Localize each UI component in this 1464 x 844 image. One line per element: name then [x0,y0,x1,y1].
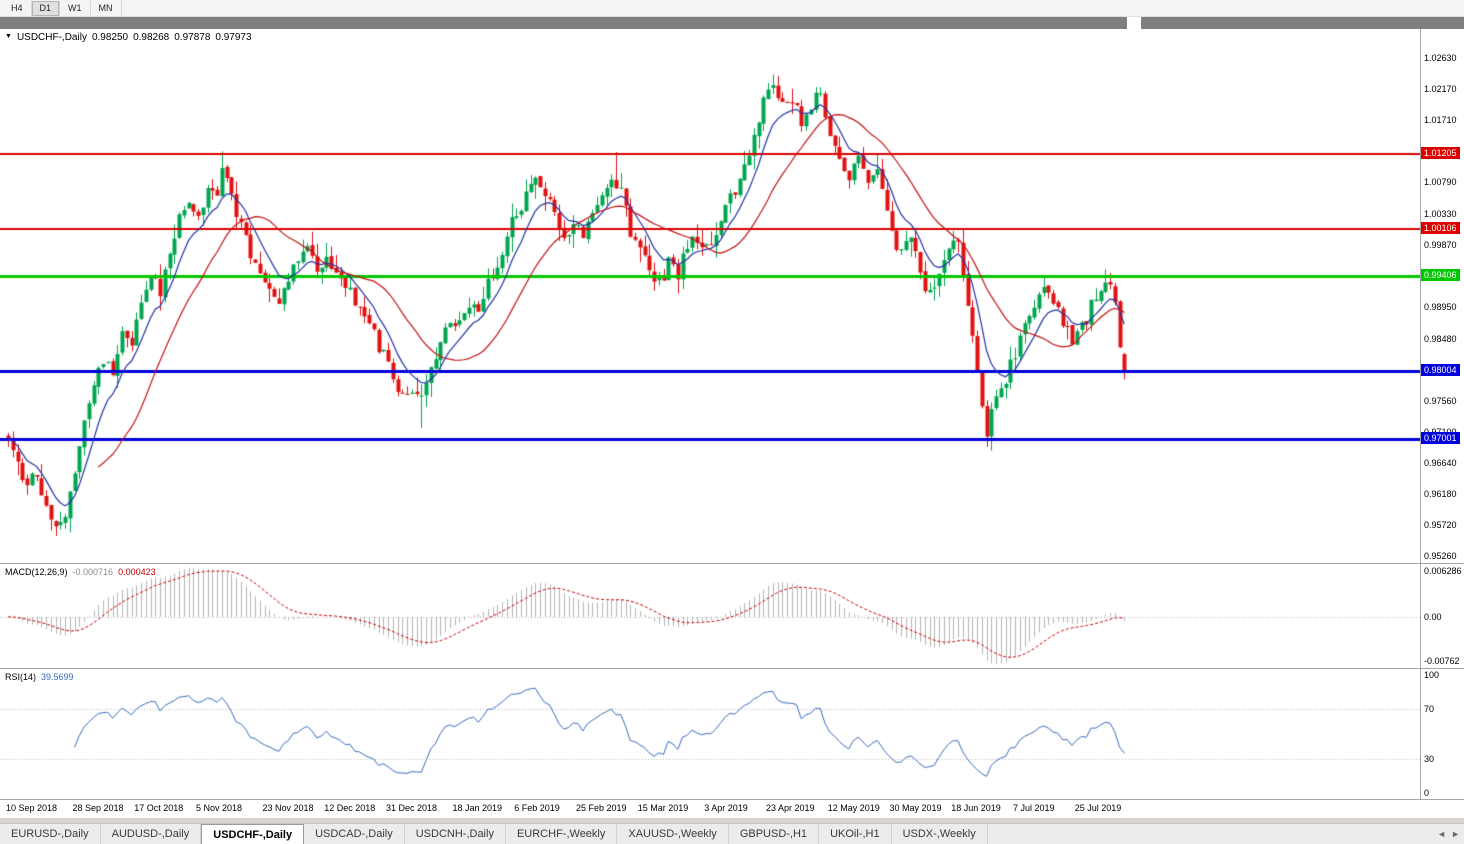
macd-axis-label: -0.00762 [1424,656,1460,666]
rsi-indicator-canvas[interactable] [0,669,1420,799]
price-level-badge[interactable]: 0.98004 [1421,363,1460,376]
time-axis-label: 3 Apr 2019 [704,803,748,813]
panel-divider-price-macd[interactable] [0,563,1464,564]
chart-window: ▼ USDCHF-,Daily 0.98250 0.98268 0.97878 … [0,29,1464,818]
time-axis-label: 12 May 2019 [827,803,880,813]
chart-menu-icon[interactable]: ▼ [5,33,12,40]
chart-tab-bar: EURUSD-,Daily AUDUSD-,Daily USDCHF-,Daily U… [0,823,1464,844]
macd-axis-label: 0.00 [1424,611,1442,622]
timeframe-toolbar: H4 D1 W1 MN [0,0,1464,17]
price-level-badge[interactable]: 1.00106 [1421,221,1460,234]
price-tick-label: 1.02630 [1424,53,1457,64]
chart-title: ▼ USDCHF-,Daily 0.98250 0.98268 0.97878 … [5,32,252,43]
rsi-header: RSI(14) 39.5699 [5,672,74,682]
price-tick-label: 0.98950 [1424,301,1457,312]
time-axis-label: 28 Sep 2018 [72,803,124,813]
price-level-badge[interactable]: 0.99406 [1421,268,1460,281]
time-axis-divider [0,799,1464,800]
time-axis-label: 23 Nov 2018 [262,803,314,813]
rsi-label: RSI(14) [5,672,37,682]
quote-open: 0.98250 [91,32,129,43]
tab-scroll-left-icon[interactable]: ◄ [1437,828,1447,839]
time-axis-label: 5 Nov 2018 [196,803,243,813]
price-tick-label: 0.95260 [1424,551,1457,562]
time-axis-label: 23 Apr 2019 [766,803,815,813]
time-axis-label: 31 Dec 2018 [386,803,438,813]
time-axis: 10 Sep 2018 28 Sep 2018 17 Oct 2018 5 Nov 2… [0,800,1420,817]
rsi-axis: 100 70 30 0 [1421,669,1464,799]
chart-tab-usdchf-daily[interactable]: USDCHF-,Daily [201,824,305,844]
time-axis-label: 12 Dec 2018 [324,803,376,813]
price-tick-label: 1.02170 [1424,84,1457,95]
chart-tab-eurchf-weekly[interactable]: EURCHF-,Weekly [506,824,618,844]
time-axis-label: 6 Feb 2019 [514,803,560,813]
chart-tab-audusd-daily[interactable]: AUDUSD-,Daily [101,824,202,844]
panel-divider-macd-rsi[interactable] [0,668,1464,669]
chart-tab-gbpusd-h1[interactable]: GBPUSD-,H1 [729,824,820,844]
timeframe-button-mn[interactable]: MN [91,0,122,16]
bottom-strip [0,818,1464,823]
tab-scroll-right-icon[interactable]: ► [1451,828,1460,839]
price-axis: 1.02630 1.02170 1.01710 1.00790 1.00330 0.998… [1421,29,1464,563]
macd-main-value: -0.000716 [72,567,114,577]
chart-tab-eurusd-daily[interactable]: EURUSD-,Daily [0,824,101,844]
macd-signal-value: 0.000423 [118,567,156,577]
timeframe-button-h4[interactable]: H4 [3,0,32,16]
timeframe-button-w1[interactable]: W1 [60,0,91,16]
rsi-axis-label: 0 [1424,788,1430,798]
time-axis-label: 25 Feb 2019 [576,803,627,813]
price-tick-label: 1.00790 [1424,177,1457,188]
price-chart-canvas[interactable] [0,29,1420,563]
price-tick-label: 0.98480 [1424,333,1457,344]
price-tick-label: 1.01710 [1424,115,1457,126]
chart-shift-marker[interactable] [1127,17,1141,29]
chart-tab-ukoil-h1[interactable]: UKOil-,H1 [819,824,892,844]
price-tick-label: 0.97560 [1424,395,1457,406]
chart-tab-xauusd-weekly[interactable]: XAUUSD-,Weekly [617,824,729,844]
rsi-axis-label: 70 [1424,703,1435,714]
price-scale-divider [1420,29,1421,799]
time-axis-label: 17 Oct 2018 [134,803,184,813]
rsi-value: 39.5699 [41,672,74,682]
price-tick-label: 0.96180 [1424,489,1457,500]
chart-top-strip [0,17,1464,29]
quote-low: 0.97878 [174,32,211,43]
macd-header: MACD(12,26,9) -0.000716 0.000423 [5,567,156,577]
macd-axis-label: 0.006286 [1424,566,1462,576]
rsi-axis-label: 100 [1424,670,1440,680]
time-axis-label: 15 Mar 2019 [637,803,689,813]
macd-label: MACD(12,26,9) [5,567,68,577]
chart-tab-usdx-weekly[interactable]: USDX-,Weekly [892,824,988,844]
macd-axis: 0.006286 0.00 -0.00762 [1421,564,1464,668]
price-tick-label: 0.95720 [1424,520,1457,531]
rsi-axis-label: 30 [1424,754,1435,765]
price-tick-label: 1.00330 [1424,208,1457,219]
price-tick-label: 0.99870 [1424,239,1457,250]
timeframe-button-d1[interactable]: D1 [31,0,61,16]
time-axis-label: 10 Sep 2018 [6,803,58,813]
macd-indicator-canvas[interactable] [0,564,1420,668]
quote-high: 0.98268 [133,32,170,43]
chart-symbol-period: USDCHF-,Daily [16,32,87,43]
time-axis-label: 30 May 2019 [889,803,942,813]
time-axis-label: 18 Jun 2019 [951,803,1001,813]
tab-scroll-controls: ◄ ► [1437,823,1460,844]
time-axis-label: 18 Jan 2019 [452,803,503,813]
chart-tab-usdcad-daily[interactable]: USDCAD-,Daily [304,824,405,844]
price-level-badge[interactable]: 1.01205 [1421,147,1460,160]
price-level-badge[interactable]: 0.97001 [1421,431,1460,444]
time-axis-label: 25 Jul 2019 [1074,803,1122,813]
price-tick-label: 0.96640 [1424,457,1457,468]
time-axis-label: 7 Jul 2019 [1013,803,1055,813]
quote-close: 0.97973 [215,32,252,43]
chart-tab-usdcnh-daily[interactable]: USDCNH-,Daily [405,824,506,844]
